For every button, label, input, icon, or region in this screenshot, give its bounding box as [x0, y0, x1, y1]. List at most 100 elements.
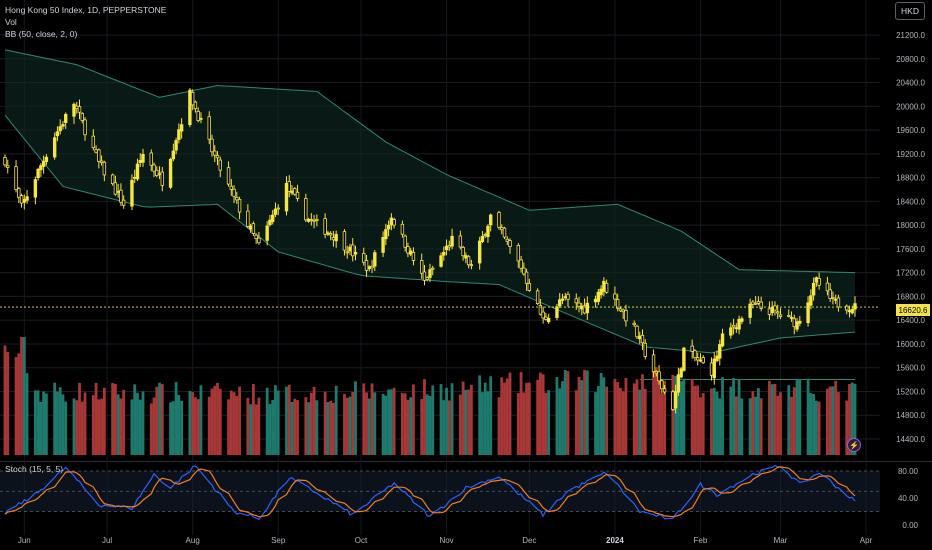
candle-body: [130, 179, 134, 207]
candle-body: [33, 179, 38, 198]
candle-body: [632, 322, 636, 326]
candle-body: [519, 259, 523, 269]
volume-bar: [174, 382, 178, 455]
price-tick-label: 18400.0: [896, 197, 925, 206]
volume-bar: [412, 384, 415, 455]
candle-body: [381, 237, 385, 253]
candle-body: [522, 267, 526, 275]
candle-body: [133, 176, 137, 179]
volume-bar: [536, 379, 540, 455]
volume-bar: [566, 371, 570, 455]
candle-body: [193, 101, 198, 110]
candle-body: [621, 309, 625, 313]
candle-body: [809, 295, 813, 306]
volume-bar: [199, 385, 203, 455]
candle-body: [160, 171, 165, 186]
volume-bar: [309, 392, 313, 455]
volume-bar: [389, 389, 393, 455]
stoch-tick-label: 40.00: [898, 494, 919, 503]
candle-body: [351, 244, 355, 257]
candle-body: [461, 246, 465, 257]
price-tick-label: 20800.0: [896, 55, 925, 64]
volume-bar: [403, 393, 407, 455]
volume-bar: [795, 378, 799, 455]
candle-body: [309, 219, 314, 221]
volume-bar: [779, 392, 782, 455]
candle-body: [731, 324, 736, 328]
volume-bar: [196, 399, 200, 455]
candle-body: [469, 264, 474, 267]
volume-bar: [287, 384, 291, 455]
candle-body: [778, 314, 783, 317]
volume-bar: [61, 394, 65, 455]
candle-body: [304, 198, 308, 221]
volume-bar: [577, 376, 581, 455]
price-axis[interactable]: 21200.0 20800.0 20400.0 20000.0 19600.0 19200…: [896, 31, 925, 444]
candle-body: [265, 225, 269, 241]
price-tick-label: 16800.0: [896, 292, 925, 301]
currency-button[interactable]: HKD: [895, 2, 925, 20]
candle-body: [207, 116, 211, 140]
candle-body: [585, 302, 590, 314]
candle-body: [853, 303, 857, 310]
volume-bar: [343, 393, 346, 455]
candle-body: [850, 309, 854, 314]
volume-bar: [828, 386, 832, 455]
volume-bar: [290, 401, 294, 455]
volume-bar: [75, 400, 79, 455]
volume-bar: [715, 391, 719, 455]
candle-body: [334, 233, 338, 242]
volume-bar: [483, 382, 487, 455]
candle-body: [331, 237, 336, 241]
volume-bar: [500, 377, 504, 455]
candle-body: [480, 235, 485, 242]
candle-body: [695, 357, 700, 361]
volume-bar: [837, 392, 840, 455]
candle-body: [811, 282, 816, 296]
volume-bar: [276, 390, 280, 455]
candle-body: [14, 166, 18, 190]
volume-bar: [674, 375, 678, 455]
candle-body: [798, 320, 802, 324]
candle-body: [505, 238, 509, 242]
volume-legend[interactable]: Vol: [5, 17, 17, 27]
candle-body: [740, 318, 744, 322]
volume-bar: [538, 372, 542, 455]
lightning-icon[interactable]: ⚡: [847, 438, 861, 452]
volume-bar: [406, 399, 410, 455]
candle-body: [776, 311, 780, 314]
candle-body: [431, 267, 435, 270]
volume-bar: [712, 387, 716, 455]
bollinger-legend[interactable]: BB (50, close, 2, 0): [5, 29, 78, 39]
candle-body: [657, 371, 661, 382]
volume-bar: [853, 383, 857, 455]
symbol-legend[interactable]: Hong Kong 50 Index, 1D, PEPPERSTONE: [5, 5, 167, 15]
price-tick-label: 19200.0: [896, 150, 925, 159]
candle-body: [121, 199, 126, 206]
time-axis[interactable]: Jun Jul Aug Sep Oct Nov Dec 2024 Feb Mar Apr: [18, 536, 873, 545]
candle-body: [226, 167, 231, 185]
volume-bar: [152, 397, 156, 455]
candle-body: [836, 297, 841, 308]
stoch-axis[interactable]: 80.00 40.00 0.00: [898, 467, 919, 530]
stoch-legend[interactable]: Stoch (15, 5, 5): [5, 464, 64, 474]
volume-bar: [78, 382, 81, 455]
candle-body: [188, 89, 192, 126]
volume-bar: [332, 402, 335, 455]
volume-bar: [232, 392, 236, 455]
candle-body: [152, 164, 156, 172]
candle-body: [748, 303, 752, 318]
candle-body: [527, 282, 532, 291]
volume-bar: [307, 402, 310, 455]
volume-bar: [718, 398, 722, 455]
candle-body: [593, 298, 598, 303]
volume-bar: [525, 382, 528, 455]
candle-body: [847, 310, 852, 313]
candle-body: [420, 260, 424, 274]
price-tick-label: 19600.0: [896, 126, 925, 135]
candle-body: [447, 245, 452, 248]
candle-body: [80, 113, 84, 121]
volume-bar: [798, 379, 802, 455]
candle-body: [353, 251, 358, 255]
